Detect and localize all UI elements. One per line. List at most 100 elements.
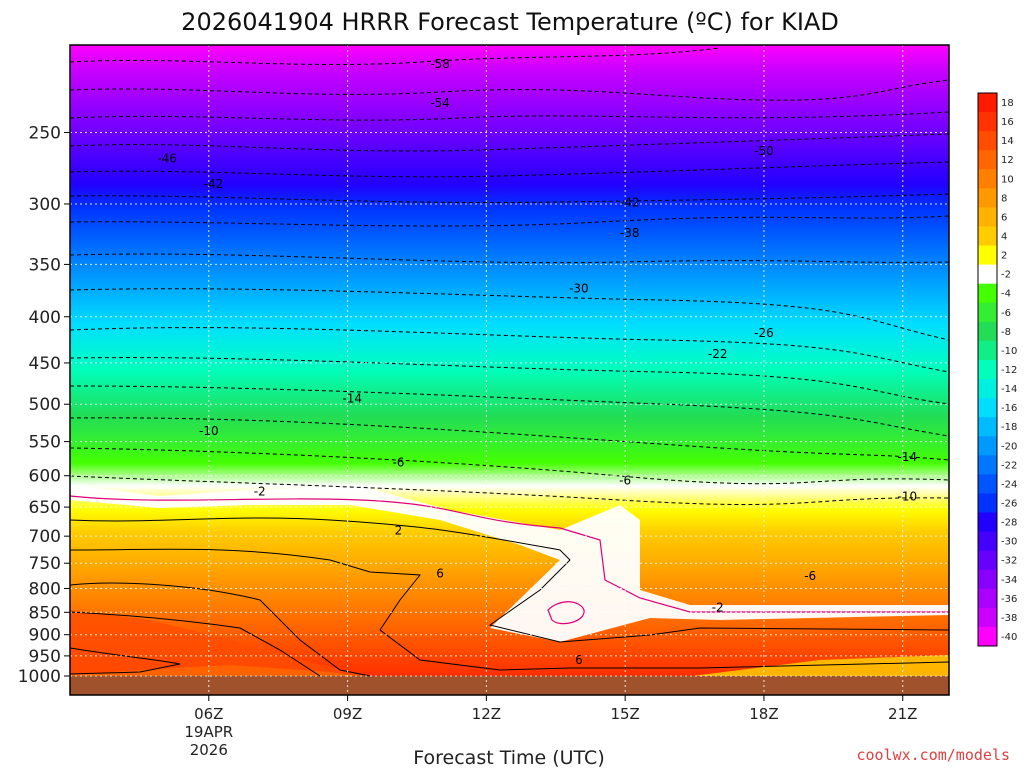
contour-label: -2	[712, 601, 724, 615]
y-tick-label: 250	[29, 123, 61, 143]
warm-layer-core	[70, 610, 420, 695]
contour-labels: -58-54-50-46-42-42-38-30-26-22-14-10-6-6…	[157, 57, 917, 667]
colorbar-label: -10	[1001, 346, 1017, 357]
contour-label: -14	[898, 450, 918, 464]
colorbar-swatch	[978, 321, 997, 342]
x-axis-title: Forecast Time (UTC)	[413, 747, 604, 768]
colorbar-swatch	[978, 283, 997, 304]
colorbar-swatch	[978, 93, 997, 113]
colorbar-label: -24	[1001, 479, 1017, 490]
colorbar-label: -4	[1001, 289, 1011, 300]
colorbar-swatch	[978, 550, 997, 571]
x-tick-sublabel: 19APR	[184, 723, 233, 741]
contour-label: -6	[804, 569, 816, 583]
colorbar-swatch	[978, 626, 997, 647]
chart-title: 2026041904 HRRR Forecast Temperature (ºC…	[181, 8, 839, 36]
contour-label: -42	[204, 177, 224, 191]
contour-label: -54	[430, 96, 450, 110]
colorbar-label: 12	[1001, 155, 1014, 166]
isotherm-lines	[70, 47, 949, 677]
colorbar-swatch	[978, 169, 997, 189]
contour-label: -38	[620, 226, 640, 240]
contour-label: -6	[619, 473, 631, 487]
y-tick-label: 1000	[18, 667, 61, 687]
colorbar-label: 14	[1001, 136, 1014, 147]
colorbar-swatch	[978, 226, 997, 247]
y-tick-label: 750	[29, 554, 61, 574]
colorbar-label: -20	[1001, 441, 1017, 452]
y-tick-label: 350	[29, 255, 61, 275]
x-tick-sublabel: 2026	[190, 741, 228, 759]
colorbar-swatch	[978, 398, 997, 418]
colorbar-swatch	[978, 455, 997, 475]
colorbar-swatch	[978, 112, 997, 132]
colorbar-label: -12	[1001, 365, 1017, 376]
colorbar-swatch	[978, 436, 997, 456]
colorbar-label: -32	[1001, 556, 1017, 567]
contour-label: -26	[754, 326, 774, 340]
colorbar-label: -14	[1001, 384, 1017, 395]
contour-label: -42	[620, 196, 640, 210]
y-tick-label: 550	[29, 433, 61, 453]
colorbar-label: -22	[1001, 460, 1017, 471]
colorbar-swatch	[978, 512, 997, 533]
colorbar-swatch	[978, 493, 997, 514]
contour-label: -10	[199, 424, 219, 438]
y-tick-label: 400	[29, 308, 61, 328]
colorbar-swatch	[978, 340, 997, 361]
colorbar-label: 16	[1001, 117, 1014, 128]
x-tick-label: 15Z	[610, 705, 639, 723]
colorbar-swatch	[978, 359, 997, 380]
colorbar-swatch	[978, 379, 997, 399]
colorbar: 18 16 14 12 10 8 6 4 2 -2 -4 -6 -8 -10 -12 -14 -16 -18 -20…	[977, 92, 1017, 647]
contour-label: -2	[254, 485, 266, 499]
y-tick-label: 450	[29, 354, 61, 374]
contour-label: -22	[708, 347, 728, 361]
colorbar-label: -36	[1001, 594, 1017, 605]
colorbar-label: 18	[1001, 98, 1014, 109]
plot-frame	[69, 44, 950, 696]
contour-label: -14	[342, 392, 362, 406]
x-tick-label: 12Z	[472, 705, 501, 723]
colorbar-label: -18	[1001, 422, 1017, 433]
y-tick-label: 850	[29, 603, 61, 623]
colorbar-swatch	[978, 531, 997, 552]
colorbar-swatch	[978, 264, 997, 285]
y-tick-label: 300	[29, 195, 61, 215]
colorbar-frame	[977, 92, 998, 647]
colorbar-swatch	[978, 302, 997, 323]
colorbar-label: 2	[1001, 251, 1007, 262]
plot-area	[70, 45, 949, 695]
colorbar-label: -2	[1001, 270, 1011, 281]
colorbar-label: 10	[1001, 174, 1014, 185]
contour-label: -58	[430, 57, 450, 71]
colorbar-label: -34	[1001, 575, 1017, 586]
y-tick-label: 700	[29, 527, 61, 547]
y-tick-label: 900	[29, 626, 61, 646]
x-tick-label: 21Z	[888, 705, 917, 723]
source-credit: coolwx.com/models	[856, 746, 1010, 764]
colorbar-swatch	[978, 150, 997, 170]
x-tick-label: 09Z	[333, 705, 362, 723]
colorbar-swatch	[978, 569, 997, 590]
y-tick-label: 500	[29, 395, 61, 415]
colorbar-swatch	[978, 417, 997, 437]
colorbar-label: -6	[1001, 308, 1011, 319]
colorbar-swatch	[978, 474, 997, 494]
colorbar-label: -8	[1001, 327, 1011, 338]
colorbar-label: -28	[1001, 518, 1017, 529]
colorbar-label: 4	[1001, 232, 1007, 243]
colorbar-label: -26	[1001, 498, 1017, 509]
colorbar-label: -38	[1001, 613, 1017, 624]
temperature-field	[70, 45, 949, 695]
colorbar-swatch	[978, 607, 997, 628]
y-tick-label: 600	[29, 467, 61, 487]
colorbar-label: -30	[1001, 537, 1017, 548]
contour-label: -30	[569, 281, 589, 295]
y-axis: 250 300 350 400 450 500 550 600 650 700 750 800 850 9…	[18, 123, 70, 687]
colorbar-swatch	[978, 245, 997, 266]
colorbar-swatch	[978, 131, 997, 151]
contour-label: 2	[395, 524, 403, 538]
contour-label: 6	[436, 567, 444, 581]
